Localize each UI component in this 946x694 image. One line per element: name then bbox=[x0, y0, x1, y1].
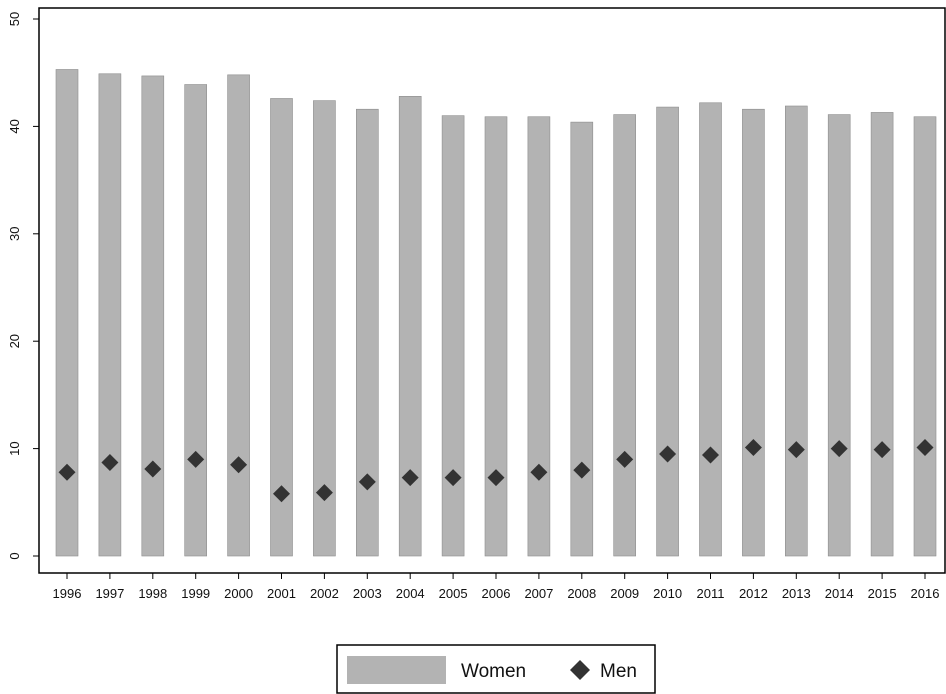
legend: Women Men bbox=[337, 645, 655, 693]
bar-women-2008 bbox=[571, 122, 593, 556]
x-tick-label-2007: 2007 bbox=[524, 586, 553, 601]
bar-women-2005 bbox=[442, 116, 464, 556]
x-tick-label-1997: 1997 bbox=[95, 586, 124, 601]
bar-women-2009 bbox=[614, 115, 636, 556]
bar-women-2014 bbox=[828, 115, 850, 556]
x-tick-label-2001: 2001 bbox=[267, 586, 296, 601]
bar-women-2004 bbox=[399, 96, 421, 556]
x-tick-label-2002: 2002 bbox=[310, 586, 339, 601]
bar-women-2013 bbox=[785, 106, 807, 556]
x-tick-label-2012: 2012 bbox=[739, 586, 768, 601]
x-axis: 1996 1997 1998 1999 2000 2001 2002 2003 2004 2005… bbox=[53, 573, 940, 601]
x-tick-label-2004: 2004 bbox=[396, 586, 425, 601]
bar-women-1998 bbox=[142, 76, 164, 556]
bar-women-1996 bbox=[56, 69, 78, 556]
y-tick-label-20: 20 bbox=[7, 334, 22, 348]
bar-women-2016 bbox=[914, 117, 936, 556]
x-tick-label-2005: 2005 bbox=[439, 586, 468, 601]
x-tick-label-1998: 1998 bbox=[138, 586, 167, 601]
y-tick-label-10: 10 bbox=[7, 441, 22, 455]
bar-women-2011 bbox=[700, 103, 722, 556]
bar-women-1999 bbox=[185, 85, 207, 556]
x-tick-label-2006: 2006 bbox=[482, 586, 511, 601]
bar-women-2012 bbox=[742, 109, 764, 556]
x-tick-label-2013: 2013 bbox=[782, 586, 811, 601]
bar-women-1997 bbox=[99, 74, 121, 556]
y-axis: 0 10 20 30 40 50 bbox=[7, 12, 39, 560]
x-tick-label-1996: 1996 bbox=[53, 586, 82, 601]
x-tick-label-2016: 2016 bbox=[911, 586, 940, 601]
y-tick-label-30: 30 bbox=[7, 227, 22, 241]
y-tick-label-40: 40 bbox=[7, 119, 22, 133]
legend-swatch-women bbox=[347, 656, 446, 684]
x-tick-label-2010: 2010 bbox=[653, 586, 682, 601]
x-tick-label-2000: 2000 bbox=[224, 586, 253, 601]
legend-label-men: Men bbox=[600, 661, 637, 682]
bar-women-2006 bbox=[485, 117, 507, 556]
bar-women-2010 bbox=[657, 107, 679, 556]
x-tick-label-2011: 2011 bbox=[697, 586, 725, 601]
bar-women-2015 bbox=[871, 112, 893, 556]
legend-label-women: Women bbox=[461, 661, 526, 682]
x-tick-label-2014: 2014 bbox=[825, 586, 854, 601]
y-tick-label-0: 0 bbox=[7, 552, 22, 559]
y-tick-label-50: 50 bbox=[7, 12, 22, 26]
x-tick-label-2009: 2009 bbox=[610, 586, 639, 601]
x-tick-label-2003: 2003 bbox=[353, 586, 382, 601]
x-tick-label-2015: 2015 bbox=[868, 586, 897, 601]
bar-women-2007 bbox=[528, 117, 550, 556]
x-tick-label-1999: 1999 bbox=[181, 586, 210, 601]
x-tick-label-2008: 2008 bbox=[567, 586, 596, 601]
bar-women-2000 bbox=[228, 75, 250, 556]
